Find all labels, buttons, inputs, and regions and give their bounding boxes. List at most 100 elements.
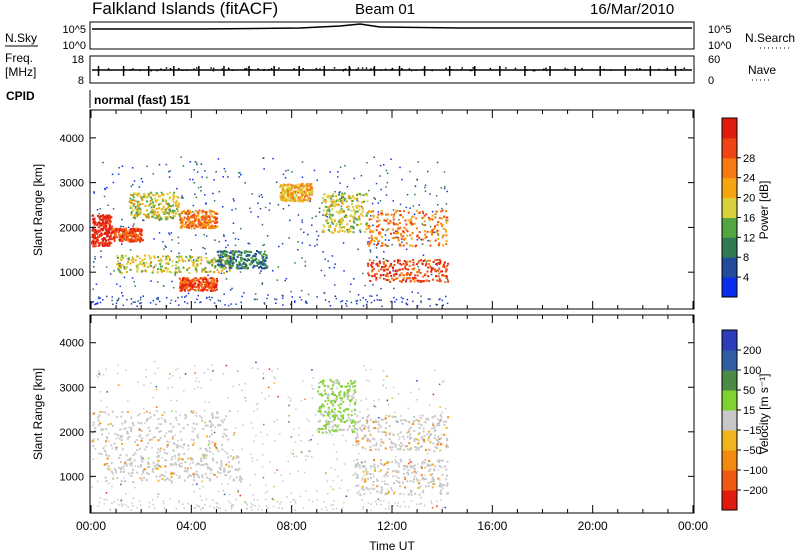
band-cell — [375, 244, 378, 247]
band-cell — [325, 206, 328, 208]
band-cell — [180, 282, 183, 285]
band-cell — [338, 392, 341, 395]
band-cell — [195, 463, 198, 466]
band-cell — [443, 261, 446, 264]
band-cell — [318, 428, 321, 431]
band-cell — [394, 211, 397, 214]
band-cell — [104, 225, 107, 227]
band-cell — [147, 462, 150, 465]
scatter-cell — [119, 285, 121, 288]
band-cell — [434, 268, 437, 271]
scatter-cell — [424, 186, 426, 189]
band-cell — [208, 226, 211, 229]
band-cell — [158, 215, 161, 218]
band-cell — [324, 427, 327, 430]
ground-cell — [241, 295, 243, 298]
band-cell — [226, 258, 229, 261]
band-cell — [140, 439, 143, 442]
band-cell — [363, 435, 366, 437]
band-cell — [181, 458, 184, 461]
band-cell — [285, 197, 288, 200]
band-cell — [152, 213, 155, 216]
scatter-cell — [99, 497, 102, 499]
band-cell — [205, 225, 208, 227]
band-cell — [104, 238, 107, 241]
scatter-cell — [234, 237, 237, 240]
band-cell — [393, 274, 396, 277]
ground-cell — [254, 504, 256, 507]
band-cell — [107, 413, 110, 416]
band-cell — [192, 277, 195, 280]
band-cell — [155, 200, 158, 203]
band-cell — [184, 260, 187, 262]
band-cell — [445, 268, 448, 271]
scatter-cell — [140, 504, 142, 506]
band-cell — [358, 219, 361, 222]
scatter-cell — [300, 228, 302, 230]
band-cell — [127, 257, 130, 260]
scatter-cell — [144, 422, 146, 425]
band-cell — [338, 204, 340, 206]
band-cell — [418, 271, 420, 273]
scatter-cell — [344, 165, 346, 167]
band-cell — [376, 225, 378, 228]
band-cell — [105, 230, 108, 233]
band-cell — [231, 259, 234, 262]
scatter-cell — [373, 243, 375, 245]
band-cell — [402, 235, 405, 238]
scatter-cell — [282, 173, 285, 176]
band-cell — [124, 227, 127, 230]
band-cell — [350, 381, 353, 383]
band-cell — [187, 223, 190, 226]
band-cell — [174, 204, 177, 207]
band-cell — [446, 460, 449, 463]
scatter-cell — [105, 266, 108, 268]
band-cell — [324, 410, 327, 413]
band-cell — [206, 463, 209, 466]
scatter-cell — [288, 204, 290, 207]
band-cell — [404, 445, 407, 448]
band-cell — [381, 242, 384, 244]
band-cell — [147, 213, 150, 216]
band-cell — [342, 194, 345, 197]
band-cell — [328, 213, 331, 216]
band-cell — [380, 212, 383, 215]
ground-cell — [329, 305, 332, 307]
ground-cell — [215, 305, 217, 307]
scatter-cell — [161, 457, 163, 459]
band-cell — [92, 228, 95, 231]
ground-cell — [142, 295, 144, 297]
band-cell — [333, 418, 336, 421]
scatter-cell — [198, 380, 200, 383]
scatter-cell — [420, 496, 422, 499]
band-cell — [256, 264, 259, 267]
band-cell — [204, 424, 207, 427]
band-cell — [176, 201, 179, 203]
band-cell — [181, 280, 184, 283]
band-cell — [422, 238, 424, 241]
nave-dot — [221, 68, 223, 70]
band-cell — [187, 258, 190, 260]
band-cell — [358, 464, 361, 467]
band-cell — [161, 194, 164, 197]
band-cell — [372, 465, 375, 468]
band-cell — [106, 216, 109, 219]
band-cell — [181, 223, 184, 226]
band-cell — [445, 437, 448, 440]
band-cell — [391, 237, 394, 240]
band-cell — [363, 488, 365, 491]
band-cell — [93, 222, 96, 225]
band-cell — [118, 238, 121, 241]
scatter-cell — [301, 380, 304, 382]
scatter-cell — [436, 264, 438, 266]
scatter-cell — [227, 397, 229, 399]
band-cell — [169, 216, 172, 218]
band-cell — [368, 259, 371, 262]
band-cell — [223, 467, 226, 470]
band-cell — [368, 473, 371, 475]
band-cell — [445, 276, 448, 279]
band-cell — [94, 427, 97, 429]
band-cell — [123, 421, 126, 424]
scatter-cell — [393, 287, 395, 290]
band-cell — [434, 465, 437, 468]
